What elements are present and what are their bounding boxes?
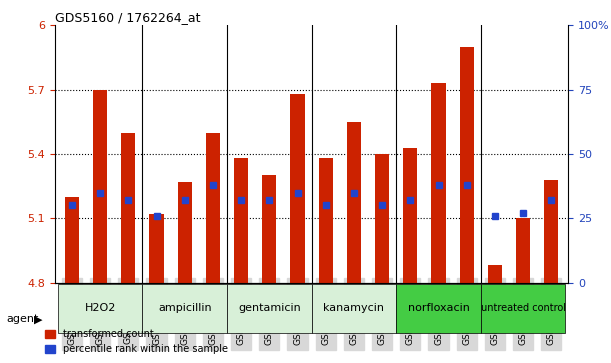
Text: untreated control: untreated control — [481, 303, 566, 313]
FancyBboxPatch shape — [396, 284, 481, 333]
Text: norfloxacin: norfloxacin — [408, 303, 469, 313]
Bar — [375, 154, 389, 282]
Bar — [234, 158, 248, 282]
Bar — [262, 175, 276, 282]
Text: agent: agent — [6, 314, 38, 325]
Bar — [121, 132, 136, 282]
Bar — [65, 197, 79, 282]
Text: ▶: ▶ — [34, 314, 42, 325]
FancyBboxPatch shape — [58, 284, 142, 333]
Bar — [206, 132, 220, 282]
Bar — [290, 94, 304, 282]
FancyBboxPatch shape — [312, 284, 396, 333]
Bar — [488, 265, 502, 282]
Text: ampicillin: ampicillin — [158, 303, 211, 313]
Bar — [516, 218, 530, 282]
Bar — [93, 90, 107, 282]
Text: gentamicin: gentamicin — [238, 303, 301, 313]
Text: H2O2: H2O2 — [84, 303, 116, 313]
Text: GDS5160 / 1762264_at: GDS5160 / 1762264_at — [55, 11, 200, 24]
Text: kanamycin: kanamycin — [323, 303, 384, 313]
Bar — [150, 214, 164, 282]
Bar — [403, 147, 417, 282]
Bar — [544, 180, 558, 282]
Bar — [319, 158, 333, 282]
FancyBboxPatch shape — [227, 284, 312, 333]
Bar — [178, 182, 192, 282]
Bar — [431, 83, 445, 282]
FancyBboxPatch shape — [142, 284, 227, 333]
Bar — [347, 122, 361, 282]
FancyBboxPatch shape — [481, 284, 565, 333]
Bar — [459, 47, 474, 282]
Legend: transformed count, percentile rank within the sample: transformed count, percentile rank withi… — [42, 326, 232, 358]
